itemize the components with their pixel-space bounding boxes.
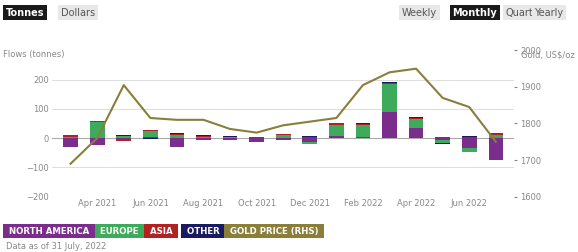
Bar: [302, 138, 317, 142]
Bar: [462, 137, 476, 138]
Bar: [223, 136, 238, 137]
Bar: [435, 137, 450, 138]
Bar: [488, 135, 503, 138]
Bar: [169, 138, 184, 147]
Bar: [116, 140, 131, 141]
Text: Quarterly: Quarterly: [506, 8, 552, 18]
Bar: [302, 142, 317, 144]
Text: Data as of 31 July, 2022: Data as of 31 July, 2022: [6, 242, 106, 251]
Bar: [276, 135, 291, 138]
Bar: [462, 136, 476, 137]
Bar: [488, 133, 503, 135]
Bar: [90, 122, 105, 138]
Bar: [223, 138, 238, 140]
Bar: [302, 137, 317, 138]
Bar: [435, 140, 450, 143]
Bar: [223, 137, 238, 138]
Text: Tonnes: Tonnes: [6, 8, 45, 18]
Bar: [462, 148, 476, 152]
Bar: [409, 118, 424, 128]
Bar: [249, 138, 264, 142]
Bar: [196, 135, 211, 136]
Bar: [276, 138, 291, 140]
Bar: [143, 137, 158, 138]
Bar: [329, 125, 344, 136]
Bar: [355, 137, 370, 138]
Bar: [90, 138, 105, 145]
Bar: [488, 138, 503, 160]
Bar: [462, 138, 476, 148]
Bar: [382, 112, 397, 138]
Text: OTHER: OTHER: [184, 227, 223, 236]
Bar: [169, 133, 184, 134]
Bar: [196, 138, 211, 140]
Bar: [382, 83, 397, 84]
Text: EUROPE: EUROPE: [97, 227, 142, 236]
Bar: [409, 128, 424, 138]
Bar: [64, 138, 78, 147]
Bar: [64, 135, 78, 136]
Bar: [143, 138, 158, 139]
Bar: [382, 82, 397, 83]
Bar: [143, 131, 158, 137]
Bar: [355, 124, 370, 125]
Text: Flows (tonnes): Flows (tonnes): [3, 50, 64, 59]
Bar: [355, 123, 370, 124]
Text: NORTH AMERICA: NORTH AMERICA: [6, 227, 92, 236]
Bar: [329, 123, 344, 125]
Bar: [64, 137, 78, 138]
Text: Weekly: Weekly: [402, 8, 437, 18]
Text: GOLD PRICE (RHS): GOLD PRICE (RHS): [227, 227, 321, 236]
Bar: [249, 137, 264, 138]
Bar: [196, 136, 211, 137]
Text: Yearly: Yearly: [535, 8, 564, 18]
Text: Monthly: Monthly: [453, 8, 497, 18]
Bar: [169, 135, 184, 138]
Text: Gold, US$/oz: Gold, US$/oz: [521, 50, 575, 59]
Bar: [329, 136, 344, 138]
Bar: [435, 143, 450, 144]
Bar: [409, 117, 424, 118]
Bar: [116, 138, 131, 140]
Bar: [196, 137, 211, 138]
Bar: [382, 84, 397, 112]
Bar: [116, 135, 131, 136]
Bar: [435, 138, 450, 140]
Bar: [90, 121, 105, 122]
Text: ASIA: ASIA: [147, 227, 175, 236]
Bar: [64, 136, 78, 137]
Bar: [355, 125, 370, 137]
Bar: [116, 136, 131, 138]
Bar: [302, 136, 317, 137]
Text: Dollars: Dollars: [61, 8, 95, 18]
Bar: [169, 134, 184, 135]
Bar: [276, 134, 291, 135]
